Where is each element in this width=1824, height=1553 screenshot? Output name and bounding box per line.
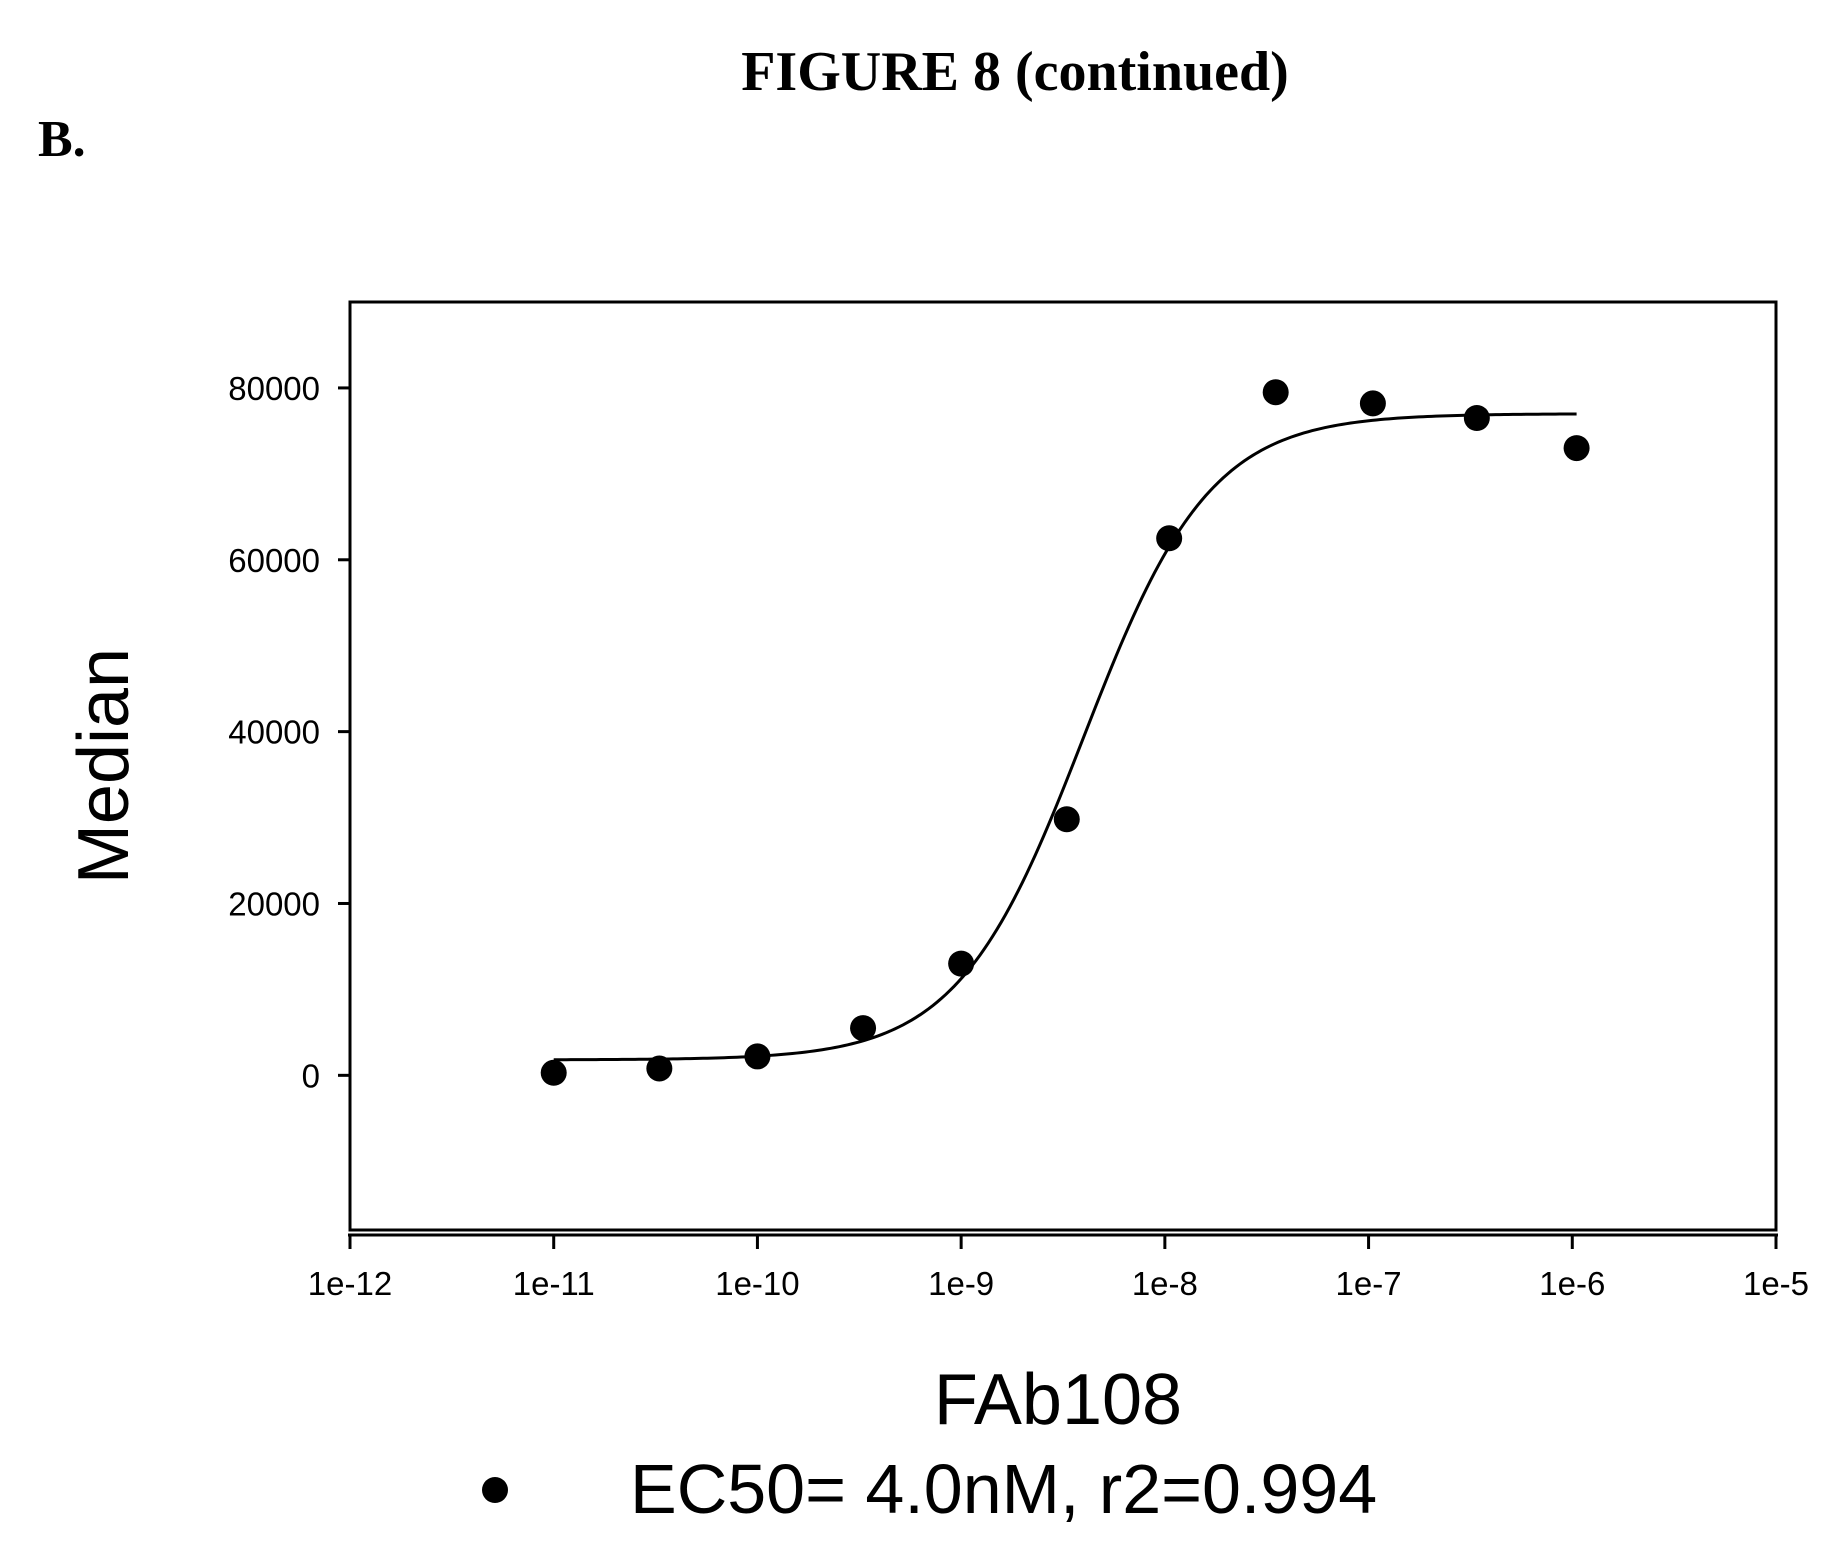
x-tick-label: 1e-12 — [308, 1265, 392, 1302]
y-tick-label: 80000 — [228, 370, 320, 407]
data-point — [541, 1060, 567, 1086]
y-axis-ticks: 0 20000 40000 60000 80000 — [228, 370, 350, 1094]
legend-marker — [482, 1477, 508, 1503]
x-tick-label: 1e-9 — [928, 1265, 994, 1302]
data-point — [850, 1015, 876, 1041]
x-axis: 1e-12 1e-11 1e-10 1e-9 1e-8 1e-7 1e-6 1e-5 — [308, 1235, 1809, 1302]
x-tick-label: 1e-10 — [715, 1265, 799, 1302]
legend-label: EC50= 4.0nM, r2=0.994 — [630, 1450, 1377, 1528]
data-point — [744, 1043, 770, 1069]
y-tick-label: 0 — [302, 1057, 320, 1094]
y-tick-label: 60000 — [228, 542, 320, 579]
data-point — [1464, 405, 1490, 431]
data-point — [1263, 379, 1289, 405]
x-tick-label: 1e-7 — [1336, 1265, 1402, 1302]
data-point — [1360, 390, 1386, 416]
data-point — [1156, 525, 1182, 551]
x-tick-label: 1e-5 — [1743, 1265, 1809, 1302]
x-tick-label: 1e-6 — [1539, 1265, 1605, 1302]
legend: EC50= 4.0nM, r2=0.994 — [482, 1450, 1377, 1528]
data-points — [541, 379, 1590, 1086]
data-point — [1054, 806, 1080, 832]
x-tick-label: 1e-11 — [513, 1265, 595, 1302]
data-point — [1564, 435, 1590, 461]
x-axis-label: FAb108 — [934, 1360, 1182, 1440]
y-tick-label: 20000 — [228, 885, 320, 922]
y-tick-label: 40000 — [228, 714, 320, 751]
plot-frame — [350, 302, 1776, 1230]
fit-curve — [554, 414, 1577, 1060]
y-axis-label: Median — [64, 648, 144, 884]
x-tick-label: 1e-8 — [1132, 1265, 1198, 1302]
data-point — [646, 1055, 672, 1081]
data-point — [948, 951, 974, 977]
